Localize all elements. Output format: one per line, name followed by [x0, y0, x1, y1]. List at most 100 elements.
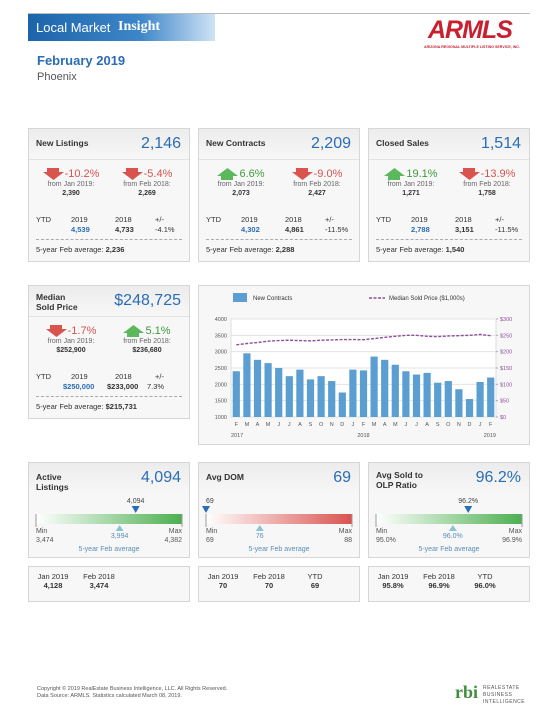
avg: 5-year Feb average: 1,540	[376, 245, 464, 254]
bar	[444, 381, 452, 417]
max-label: Max	[169, 528, 183, 535]
ytd-value: -4.1%	[155, 225, 175, 234]
avg-marker	[448, 525, 457, 531]
y2-tick-label: $100	[500, 382, 512, 388]
stat-value: 2,209	[310, 135, 351, 152]
arrow	[384, 167, 406, 180]
avg-value: 2,288	[275, 245, 295, 254]
x-tick-label: O	[319, 422, 324, 428]
arrow	[121, 167, 143, 180]
ytd-header: 2018	[115, 215, 132, 224]
y-tick-label: 1500	[215, 399, 227, 405]
max-value: 88	[344, 537, 352, 544]
bar	[285, 376, 293, 417]
avg: 5-year Feb average: 2,288	[206, 245, 294, 254]
gauge-bar	[206, 514, 352, 524]
arrow-up	[123, 324, 145, 337]
x-tick-label: J	[479, 422, 482, 428]
arrow	[42, 167, 64, 180]
brand-bold: Insight	[118, 19, 161, 34]
arrow-down	[458, 167, 480, 180]
change-label: from Feb 2018:	[463, 181, 511, 188]
stat-card: Closed Sales 1,514 19.1% from Jan 2019: 1,27…	[368, 128, 530, 262]
change-row: 5.1%	[105, 322, 189, 340]
change-row: 19.1%	[369, 165, 453, 183]
min-label: Min	[36, 528, 47, 535]
change-label: from Jan 2019:	[47, 181, 95, 188]
bar	[487, 377, 495, 417]
bar	[328, 381, 336, 417]
history-value: 70	[264, 581, 274, 590]
x-tick-label: S	[436, 422, 440, 428]
dash-rule	[206, 239, 352, 240]
bar	[412, 374, 421, 417]
stat-title: Median Sold Price	[36, 292, 78, 312]
ytd-header: YTD	[376, 215, 391, 224]
change: -1.7% from Jan 2019: $252,900	[29, 322, 113, 354]
chart: 1000 1500 2000 2500 3000 3500 4000 $0 $50 $100 $15…	[215, 293, 512, 439]
stat-card: New Listings 2,146 -10.2% from Jan 2019: 2,3…	[28, 128, 190, 262]
period: February 2019	[37, 53, 126, 68]
history-value: 3,474	[89, 581, 109, 590]
x-tick-label: F	[489, 422, 493, 428]
y-tick-label: 1000	[215, 415, 227, 421]
ytd-value: -11.5%	[495, 225, 519, 234]
brand: Local Market	[36, 20, 111, 35]
ytd-header: +/-	[495, 215, 504, 224]
max-value: 96.9%	[502, 537, 522, 544]
change-label: from Feb 2018:	[123, 338, 171, 345]
bar	[423, 372, 431, 417]
ytd-value: $250,000	[63, 382, 95, 391]
ytd-value: 7.3%	[147, 382, 165, 391]
history-value: 96.9%	[428, 581, 450, 590]
gauge: 4,094 3,994 Min 3,474 Max 4,382 5-year Feb ave…	[35, 498, 183, 553]
avg-value: 1,540	[445, 245, 465, 254]
gauge-bar	[36, 514, 182, 524]
gauge-title: Avg Sold to OLP Ratio	[376, 470, 423, 490]
avg-marker	[115, 525, 124, 531]
arrow-down	[42, 167, 64, 180]
history-value: 70	[218, 581, 228, 590]
ytd-header: +/-	[155, 215, 164, 224]
bar	[434, 382, 442, 417]
ytd-value: 4,733	[115, 225, 134, 234]
bar	[253, 359, 262, 417]
bar	[465, 399, 474, 417]
x-tick-label: A	[383, 422, 387, 428]
y-tick-label: 3500	[215, 333, 227, 339]
gauge-header-bg	[29, 463, 189, 493]
x-group-label: 2018	[357, 433, 369, 439]
top-rule	[28, 13, 530, 14]
ytd-value: -11.5%	[325, 225, 349, 234]
bar	[476, 381, 484, 417]
x-tick-label: J	[352, 422, 355, 428]
ytd-header: +/-	[325, 215, 334, 224]
y2-tick-label: $200	[500, 350, 512, 356]
avg-marker	[255, 525, 264, 531]
min-label: Min	[376, 528, 387, 535]
avg-label: 5-year Feb average:	[36, 245, 104, 254]
avg-label: 5-year Feb average:	[36, 402, 104, 411]
x-tick-label: F	[362, 422, 366, 428]
history-label: Feb 2018	[253, 572, 285, 581]
x-tick-label: D	[340, 422, 344, 428]
change-ref: $236,680	[132, 347, 162, 354]
ytd-value: 3,151	[455, 225, 474, 234]
bar	[402, 371, 410, 417]
ytd-header: 2018	[115, 372, 132, 381]
x-tick-label: O	[446, 422, 451, 428]
change-row: -9.0%	[275, 165, 359, 183]
x-tick-label: J	[277, 422, 280, 428]
x-tick-label: A	[298, 422, 302, 428]
change-ref: 2,073	[232, 190, 250, 197]
y-tick-label: 3000	[215, 350, 227, 356]
x-tick-label: M	[393, 422, 398, 428]
history-label: Feb 2018	[83, 572, 115, 581]
arrow	[45, 324, 67, 337]
bar	[275, 368, 283, 417]
x-tick-label: J	[288, 422, 291, 428]
avg-label: 96.0%	[443, 533, 463, 540]
history-label: YTD	[307, 572, 323, 581]
x-tick-label: M	[245, 422, 250, 428]
arrow-down	[121, 167, 143, 180]
